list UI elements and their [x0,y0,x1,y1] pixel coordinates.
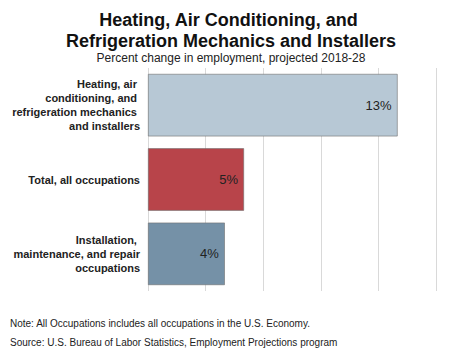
svg-text:4%: 4% [200,246,219,261]
svg-text:Total, all occupations: Total, all occupations [28,174,140,186]
svg-text:refrigeration mechanics: refrigeration mechanics [12,106,140,118]
svg-text:maintenance, and repair: maintenance, and repair [13,248,140,260]
svg-text:occupations: occupations [72,262,140,274]
svg-text:Heating, air: Heating, air [77,78,140,90]
svg-text:5%: 5% [219,172,238,187]
svg-text:and installers: and installers [69,120,140,132]
svg-text:Note: All Occupations includes: Note: All Occupations includes all occup… [10,318,310,329]
svg-text:Percent change in employment,: Percent change in employment, projected … [97,51,366,65]
svg-text:Source: U.S. Bureau of Labor S: Source: U.S. Bureau of Labor Statistics,… [10,337,337,348]
svg-text:Heating, Air Conditioning, and: Heating, Air Conditioning, and [99,10,362,30]
svg-text:13%: 13% [366,98,392,113]
svg-text:conditioning, and: conditioning, and [45,92,140,104]
svg-text:Refrigeration Mechanics and In: Refrigeration Mechanics and Installers [66,31,396,51]
svg-text:Installation,: Installation, [76,234,140,246]
